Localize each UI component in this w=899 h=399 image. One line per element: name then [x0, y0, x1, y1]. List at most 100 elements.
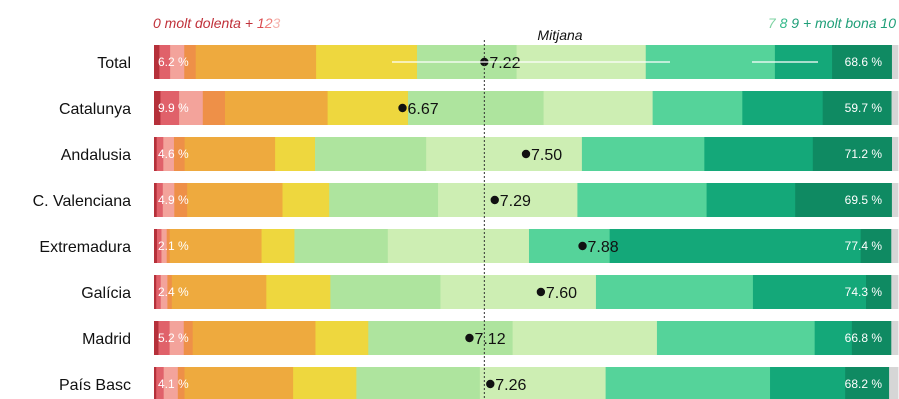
bar-segment [282, 183, 330, 217]
bar-row: Madrid 5.2 % 66.8 % [82, 321, 899, 355]
high-score-percent-label: 74.3 % [845, 285, 883, 299]
row-label: Extremadura [39, 239, 131, 256]
bar-segment [845, 367, 890, 399]
mean-marker [465, 333, 474, 343]
bar-segment [329, 183, 439, 217]
high-score-percent-label: 66.8 % [845, 331, 883, 345]
high-score-percent-label: 69.5 % [845, 193, 883, 207]
bar-segment [173, 137, 186, 171]
bar-segment [159, 45, 171, 79]
bar-row: Galícia 2.4 % 74.3 % [81, 275, 899, 309]
bar-segment [161, 229, 168, 263]
bar-segment [156, 229, 162, 263]
bar-segment [891, 229, 899, 263]
bar-row: Catalunya 9.9 % 59.7 % [59, 91, 899, 125]
bar-segment [656, 321, 816, 355]
bar-segment [166, 229, 171, 263]
bar-segment [154, 321, 159, 355]
high-score-percent-label: 68.6 % [845, 55, 883, 69]
bar-segment [822, 91, 892, 125]
legend-high-digit-9: 9 [791, 15, 799, 31]
bar-segment [330, 275, 441, 309]
bar-segment [167, 275, 173, 309]
bar-segment [891, 91, 899, 125]
mean-marker [578, 241, 587, 251]
legend-high-digit-8: 8 [780, 15, 788, 31]
high-score-percent-label: 77.4 % [845, 239, 883, 253]
bar-segment [162, 183, 175, 217]
bar-segment [154, 229, 158, 263]
bar-segment [174, 183, 188, 217]
bar-segment [706, 183, 796, 217]
bar-segment [184, 367, 294, 399]
mean-marker [490, 195, 499, 205]
bar-segment [528, 229, 611, 263]
bar-segment [156, 367, 165, 399]
bar-segment [795, 183, 893, 217]
low-score-percent-label: 9.9 % [158, 101, 189, 115]
bar-segment [891, 45, 899, 79]
bar-row: País Basc 4.1 % 68.2 % [59, 367, 899, 399]
mean-marker [536, 287, 546, 297]
low-score-percent-label: 5.2 % [158, 331, 189, 345]
bar-segment [163, 137, 175, 171]
bar-segment [187, 183, 283, 217]
bar-segment [160, 91, 180, 125]
bar-segment [609, 229, 862, 263]
bar-segment [177, 367, 185, 399]
bar-segment [356, 367, 481, 399]
row-label: Galícia [81, 285, 131, 302]
row-label: Andalusia [61, 147, 131, 164]
row-label: Madrid [82, 331, 131, 348]
bar-segment [891, 183, 899, 217]
bar-segment [387, 229, 530, 263]
row-label: Total [97, 55, 131, 72]
bar-segment [438, 183, 578, 217]
mean-value-label: 7.60 [546, 285, 577, 302]
bar-row: Andalusia 4.6 % 71.2 % [61, 137, 899, 171]
bar-row: Extremadura 2.1 % 77.4 % [39, 229, 899, 263]
low-score-percent-label: 2.1 % [158, 239, 189, 253]
mean-value-label: 7.12 [474, 331, 505, 348]
bar-segment [171, 275, 267, 309]
bar-segment [179, 91, 204, 125]
bar-segment [169, 321, 185, 355]
bar-segment [154, 367, 157, 399]
bar-segment [160, 275, 168, 309]
bar-segment [293, 367, 357, 399]
bar-segment [154, 275, 157, 309]
legend-low-scores: 0 molt dolenta + 123 [153, 15, 281, 31]
bar-segment [154, 45, 160, 79]
bar-segment [595, 275, 754, 309]
mean-value-label: 7.22 [489, 55, 520, 72]
mean-marker [486, 379, 495, 389]
row-label: Catalunya [59, 101, 131, 118]
bar-segment [479, 367, 607, 399]
bar-segment [440, 275, 597, 309]
bar-segment [156, 183, 164, 217]
high-score-percent-label: 68.2 % [845, 377, 883, 391]
mean-reference-label: Mitjana [537, 27, 582, 43]
bar-segment [294, 229, 389, 263]
bar-segment [889, 367, 899, 399]
bar-segment [195, 45, 317, 79]
bar-segment [891, 321, 899, 355]
bar-segment [154, 137, 158, 171]
mean-marker [521, 149, 531, 159]
bar-segment [261, 229, 295, 263]
low-score-percent-label: 4.9 % [158, 193, 189, 207]
legend-low-digit-2: 2 [264, 15, 273, 31]
bar-segment [315, 321, 369, 355]
mean-value-label: 7.50 [531, 147, 562, 164]
bar-segment [605, 367, 771, 399]
bar-segment [266, 275, 331, 309]
bar-segment [156, 275, 162, 309]
bar-segment [543, 91, 654, 125]
bar-segment [184, 137, 276, 171]
bar-segment [315, 137, 427, 171]
bar-segment [368, 321, 514, 355]
low-score-percent-label: 6.2 % [158, 55, 189, 69]
bar-segment [577, 183, 707, 217]
bar-segment [860, 229, 892, 263]
